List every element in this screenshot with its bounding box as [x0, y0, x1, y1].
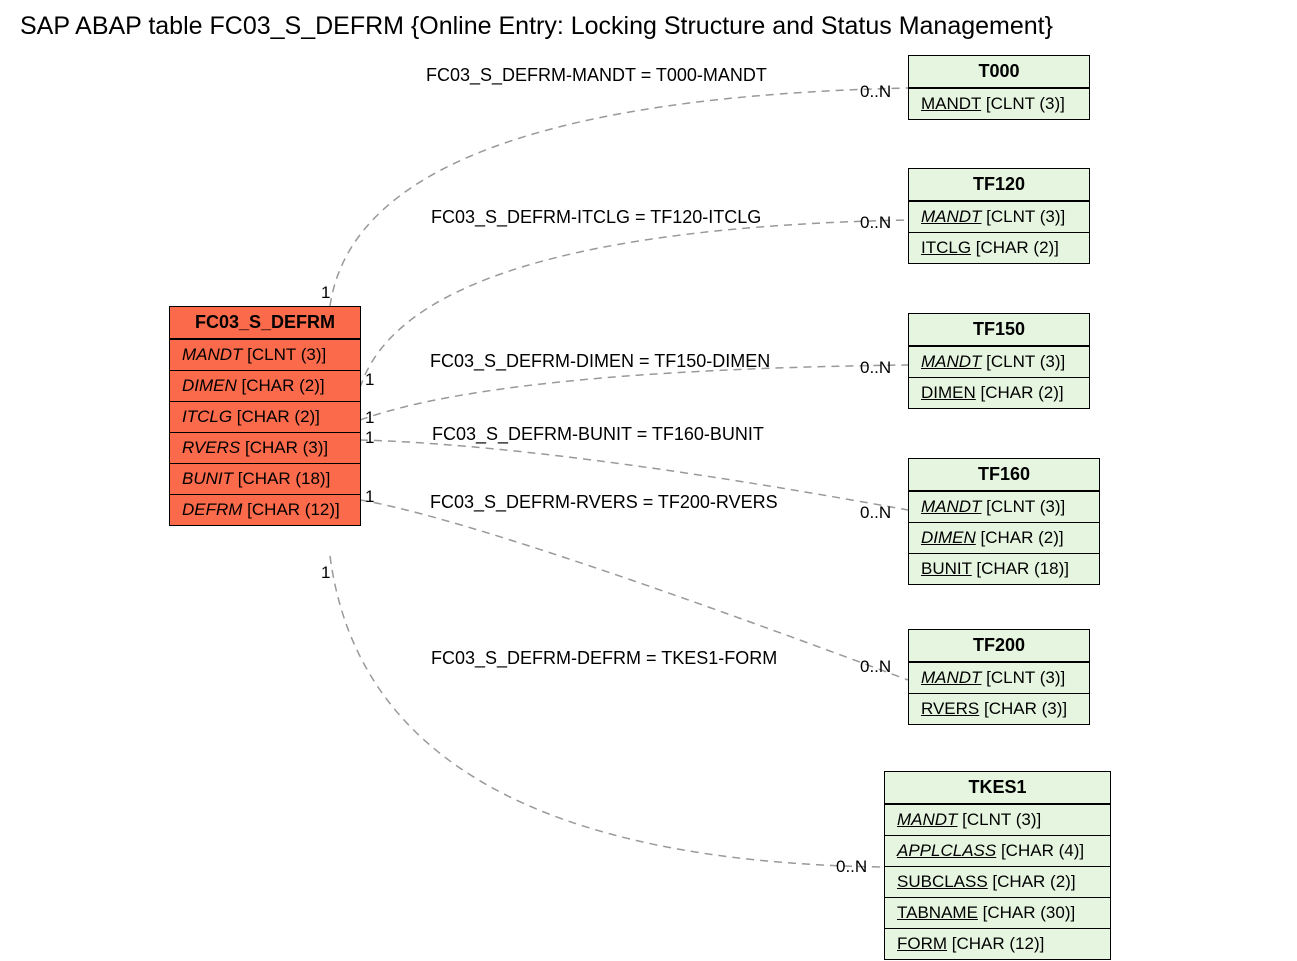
target-entity-tf150: TF150MANDT [CLNT (3)]DIMEN [CHAR (2)]: [908, 313, 1090, 409]
entity-field: MANDT [CLNT (3)]: [909, 662, 1089, 693]
entity-field: ITCLG [CHAR (2)]: [909, 232, 1089, 263]
cardinality-source: 1: [365, 428, 374, 448]
cardinality-target: 0..N: [860, 213, 891, 233]
entity-field: RVERS [CHAR (3)]: [170, 432, 360, 463]
entity-field: TABNAME [CHAR (30)]: [885, 897, 1110, 928]
entity-header: TF150: [909, 314, 1089, 346]
entity-field: MANDT [CLNT (3)]: [885, 804, 1110, 835]
entity-header: TKES1: [885, 772, 1110, 804]
target-entity-t000: T000MANDT [CLNT (3)]: [908, 55, 1090, 120]
cardinality-target: 0..N: [860, 657, 891, 677]
source-entity-fc03_s_defrm: FC03_S_DEFRMMANDT [CLNT (3)]DIMEN [CHAR …: [169, 306, 361, 526]
target-entity-tf200: TF200MANDT [CLNT (3)]RVERS [CHAR (3)]: [908, 629, 1090, 725]
er-diagram: SAP ABAP table FC03_S_DEFRM {Online Entr…: [0, 0, 1297, 961]
edge-label: FC03_S_DEFRM-MANDT = T000-MANDT: [426, 65, 767, 86]
entity-field: RVERS [CHAR (3)]: [909, 693, 1089, 724]
relationship-edge: [330, 556, 884, 867]
entity-field: DEFRM [CHAR (12)]: [170, 494, 360, 525]
edge-label: FC03_S_DEFRM-RVERS = TF200-RVERS: [430, 492, 778, 513]
edge-label: FC03_S_DEFRM-DEFRM = TKES1-FORM: [431, 648, 777, 669]
entity-header: FC03_S_DEFRM: [170, 307, 360, 339]
entity-field: DIMEN [CHAR (2)]: [909, 377, 1089, 408]
entity-field: MANDT [CLNT (3)]: [909, 201, 1089, 232]
entity-field: ITCLG [CHAR (2)]: [170, 401, 360, 432]
cardinality-target: 0..N: [860, 82, 891, 102]
entity-field: MANDT [CLNT (3)]: [909, 346, 1089, 377]
cardinality-source: 1: [365, 370, 374, 390]
cardinality-target: 0..N: [860, 358, 891, 378]
diagram-title: SAP ABAP table FC03_S_DEFRM {Online Entr…: [20, 12, 1053, 41]
cardinality-source: 1: [365, 487, 374, 507]
entity-header: T000: [909, 56, 1089, 88]
entity-field: DIMEN [CHAR (2)]: [170, 370, 360, 401]
target-entity-tkes1: TKES1MANDT [CLNT (3)]APPLCLASS [CHAR (4)…: [884, 771, 1111, 960]
relationship-edge: [330, 88, 908, 306]
entity-field: MANDT [CLNT (3)]: [909, 88, 1089, 119]
cardinality-target: 0..N: [836, 857, 867, 877]
entity-field: SUBCLASS [CHAR (2)]: [885, 866, 1110, 897]
entity-header: TF120: [909, 169, 1089, 201]
cardinality-source: 1: [321, 563, 330, 583]
entity-field: DIMEN [CHAR (2)]: [909, 522, 1099, 553]
edge-label: FC03_S_DEFRM-DIMEN = TF150-DIMEN: [430, 351, 770, 372]
relationship-edge: [360, 365, 908, 420]
entity-field: BUNIT [CHAR (18)]: [909, 553, 1099, 584]
entity-field: MANDT [CLNT (3)]: [170, 339, 360, 370]
entity-field: APPLCLASS [CHAR (4)]: [885, 835, 1110, 866]
target-entity-tf160: TF160MANDT [CLNT (3)]DIMEN [CHAR (2)]BUN…: [908, 458, 1100, 585]
entity-header: TF160: [909, 459, 1099, 491]
cardinality-source: 1: [321, 283, 330, 303]
entity-field: MANDT [CLNT (3)]: [909, 491, 1099, 522]
edge-label: FC03_S_DEFRM-ITCLG = TF120-ITCLG: [431, 207, 761, 228]
entity-field: BUNIT [CHAR (18)]: [170, 463, 360, 494]
edge-label: FC03_S_DEFRM-BUNIT = TF160-BUNIT: [432, 424, 764, 445]
target-entity-tf120: TF120MANDT [CLNT (3)]ITCLG [CHAR (2)]: [908, 168, 1090, 264]
cardinality-target: 0..N: [860, 503, 891, 523]
entity-header: TF200: [909, 630, 1089, 662]
entity-field: FORM [CHAR (12)]: [885, 928, 1110, 959]
cardinality-source: 1: [365, 408, 374, 428]
